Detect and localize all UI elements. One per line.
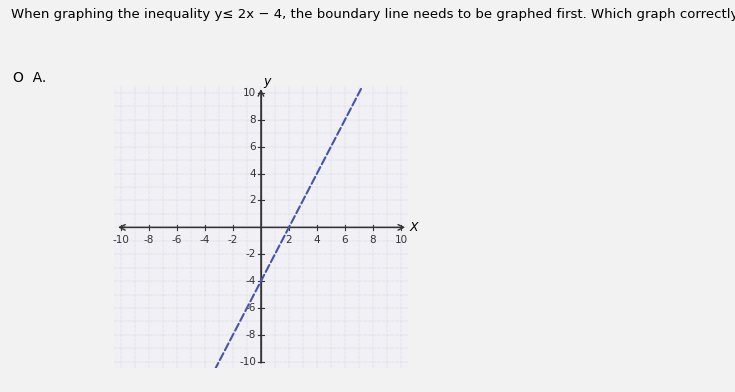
Text: 6: 6 [342, 235, 348, 245]
Text: 4: 4 [314, 235, 320, 245]
Text: O  A.: O A. [13, 71, 46, 85]
Text: 2: 2 [286, 235, 293, 245]
Text: -6: -6 [245, 303, 256, 313]
Text: -10: -10 [239, 357, 256, 367]
Text: When graphing the inequality y≤ 2x − 4, the boundary line needs to be graphed fi: When graphing the inequality y≤ 2x − 4, … [11, 8, 735, 21]
Text: 8: 8 [370, 235, 376, 245]
Text: y: y [263, 74, 270, 87]
Text: 6: 6 [249, 142, 256, 152]
Text: X: X [409, 221, 418, 234]
Text: -8: -8 [245, 330, 256, 340]
Text: 2: 2 [249, 196, 256, 205]
Text: -4: -4 [245, 276, 256, 286]
Text: -10: -10 [112, 235, 129, 245]
Text: -6: -6 [172, 235, 182, 245]
Text: 8: 8 [249, 115, 256, 125]
Text: -4: -4 [200, 235, 210, 245]
Text: 10: 10 [395, 235, 407, 245]
Text: -8: -8 [144, 235, 154, 245]
Text: -2: -2 [245, 249, 256, 259]
Text: 4: 4 [249, 169, 256, 179]
Text: 10: 10 [243, 88, 256, 98]
Text: -2: -2 [228, 235, 238, 245]
